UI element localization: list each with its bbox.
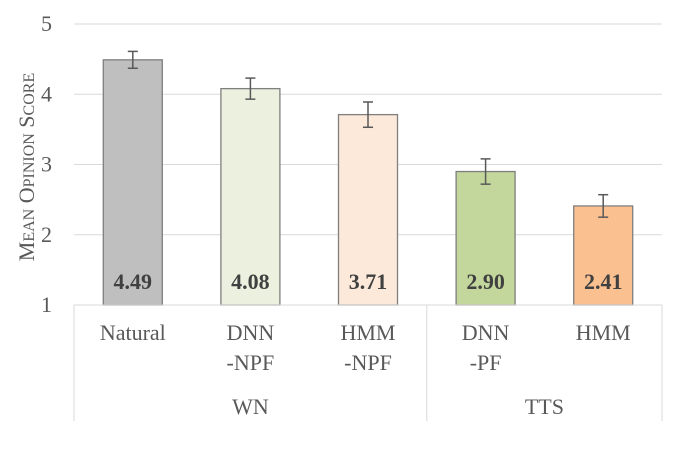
bar (102, 59, 163, 306)
error-bar (127, 50, 138, 70)
x-category-label-line: DNN (462, 320, 510, 345)
error-bars (127, 50, 609, 218)
value-label: 3.71 (349, 269, 388, 294)
x-category-label: HMM -NPF (340, 320, 395, 375)
x-category-label: DNN -NPF (227, 320, 275, 375)
x-category-label: Natural (100, 320, 166, 345)
y-tick-label: 4 (41, 81, 52, 106)
group-label: WN (232, 394, 269, 419)
x-category-label-line: -NPF (344, 350, 392, 375)
y-axis-label-part: S (14, 115, 39, 133)
group-label: TTS (525, 394, 564, 419)
value-label: 4.08 (231, 269, 270, 294)
y-tick-label: 5 (41, 11, 52, 36)
error-bar (245, 77, 256, 100)
x-category-label-line: HMM (340, 320, 395, 345)
y-tick-label: 2 (41, 222, 52, 247)
y-tick-label: 3 (41, 152, 52, 177)
x-category-label-line: -PF (470, 350, 502, 375)
error-bar (480, 158, 491, 185)
value-label: 2.41 (584, 269, 623, 294)
y-axis-label: MEAN OPINION SCORE (14, 73, 39, 261)
y-axis-label-part: O (14, 187, 39, 208)
bars (102, 59, 634, 306)
value-label: 4.49 (114, 269, 153, 294)
y-axis-ticks: 1 2 3 4 5 (41, 11, 52, 317)
y-tick-label: 1 (41, 292, 52, 317)
x-category-label-line: -NPF (227, 350, 275, 375)
x-category-label: DNN -PF (462, 320, 510, 375)
x-category-label-line: Natural (100, 320, 166, 345)
y-axis-label-part: CORE (21, 73, 38, 116)
x-axis: Natural DNN -NPF HMM -NPF DNN -PF HMM WN TTS (73, 304, 663, 421)
error-bar (363, 101, 373, 129)
y-axis-label-part: PINION (21, 133, 38, 188)
value-labels: 4.49 4.08 3.71 2.90 2.41 (114, 269, 623, 294)
y-axis-label-part: EAN (21, 208, 38, 241)
x-category-label: HMM (576, 320, 631, 345)
value-label: 2.90 (466, 269, 505, 294)
error-bar (598, 193, 609, 218)
x-category-label-line: HMM (576, 320, 631, 345)
y-axis-label-part: M (14, 242, 39, 262)
x-category-label-line: DNN (227, 320, 275, 345)
